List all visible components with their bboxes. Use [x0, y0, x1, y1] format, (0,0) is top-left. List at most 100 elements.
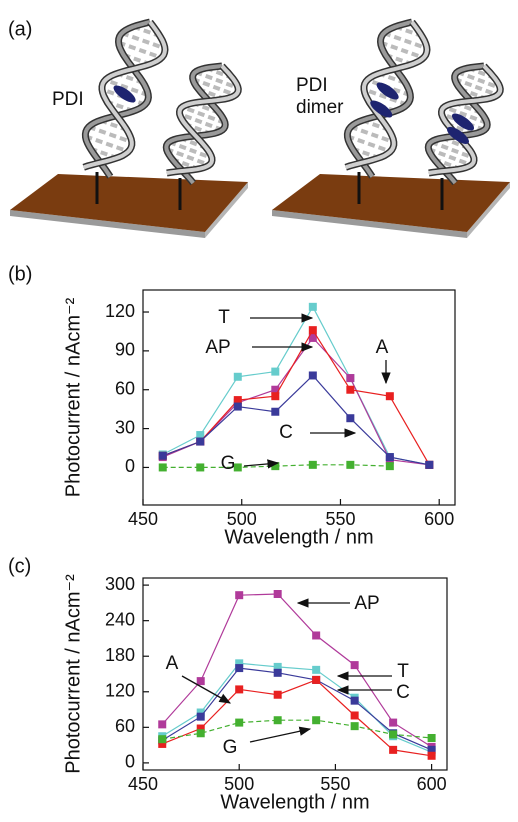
data-point [308, 371, 317, 380]
data-point [158, 463, 167, 472]
plot-frame [142, 577, 448, 771]
data-point [196, 437, 205, 446]
y-tick-label: 0 [125, 456, 135, 476]
data-point [271, 385, 280, 394]
dna-strand [166, 64, 241, 175]
series-line [162, 374, 430, 466]
annotation: T [218, 307, 230, 328]
data-point [273, 668, 282, 677]
pdi-label: PDI [52, 89, 84, 110]
dna-strand [345, 20, 413, 178]
data-point [312, 675, 321, 684]
base-pair [88, 125, 133, 144]
data-point [271, 407, 280, 416]
pdi-dimer-label: dimer [296, 97, 344, 118]
panel-label: (b) [8, 263, 32, 285]
dna-strand [428, 64, 503, 175]
x-axis-title: Wavelength / nm [220, 791, 369, 813]
data-point [235, 718, 244, 727]
y-axis-title: Photocurrent / nAcm⁻² [62, 574, 84, 774]
base-pair [430, 140, 475, 160]
data-point [235, 659, 244, 668]
data-point [233, 402, 242, 411]
data-point [233, 396, 242, 405]
data-point [346, 385, 355, 394]
annotation: G [221, 453, 236, 474]
base-pair [104, 78, 150, 98]
base-pair [346, 134, 392, 154]
y-tick-label: 30 [115, 417, 135, 437]
base-pair [168, 140, 213, 160]
data-point [273, 690, 282, 699]
data-point [308, 460, 317, 469]
data-point [235, 591, 244, 600]
annotation: G [223, 737, 238, 758]
annotation: AP [205, 337, 230, 358]
annotation-arrow [243, 459, 280, 469]
annotation: AP [354, 593, 379, 614]
x-tick-label: 550 [325, 509, 355, 529]
data-point [389, 718, 398, 727]
base-pair [379, 40, 425, 60]
x-tick-label: 500 [227, 509, 257, 529]
base-pair [350, 125, 395, 144]
series-line [162, 719, 432, 740]
data-point [385, 392, 394, 401]
data-point [350, 722, 359, 731]
data-point [427, 745, 436, 754]
y-tick-label: 90 [115, 340, 135, 360]
series-line [161, 593, 432, 748]
y-tick-label: 60 [115, 378, 135, 398]
series-line [162, 305, 430, 466]
data-point [389, 730, 398, 739]
substrate-edge [272, 210, 467, 238]
data-point [271, 367, 280, 376]
base-pair [181, 105, 226, 125]
x-tick-label: 500 [224, 774, 254, 794]
data-point [350, 696, 359, 705]
data-point [346, 414, 355, 423]
substrate-edge [10, 210, 205, 238]
pdi [451, 113, 475, 131]
base-pair [178, 112, 224, 132]
x-tick-label: 600 [424, 509, 454, 529]
series-line [161, 679, 432, 757]
x-tick-label: 600 [417, 774, 447, 794]
data-point [233, 463, 242, 472]
panel-label: (c) [8, 555, 31, 577]
x-tick-label: 450 [128, 509, 158, 529]
data-point [235, 685, 244, 694]
data-point [312, 665, 321, 674]
dna-strand [83, 20, 168, 170]
y-tick-label: 120 [105, 301, 135, 321]
base-pair [192, 77, 237, 97]
dna-strand [345, 20, 430, 170]
annotation: A [166, 653, 179, 674]
substrate-edge [205, 182, 248, 238]
data-point [427, 734, 436, 742]
data-point [425, 460, 434, 469]
pdi-dimer-label: PDI [296, 75, 328, 96]
plot-frame [142, 289, 456, 506]
base-pair [454, 77, 499, 97]
base-pair [443, 105, 488, 125]
annotation-arrow [181, 675, 232, 704]
substrate [272, 174, 510, 232]
y-tick-label: 180 [105, 645, 135, 665]
data-point [273, 716, 282, 725]
pdi [446, 126, 469, 144]
data-point [273, 590, 282, 598]
base-pair [84, 134, 130, 154]
dna-strand [426, 64, 490, 185]
data-point [273, 662, 282, 671]
dna-strand [164, 64, 228, 185]
x-axis-title: Wavelength / nm [224, 526, 373, 548]
x-tick-label: 550 [320, 774, 350, 794]
base-pair [383, 31, 428, 51]
data-point [312, 716, 321, 725]
data-point [196, 677, 205, 686]
data-point [196, 712, 205, 721]
data-point [196, 729, 205, 738]
y-tick-label: 0 [125, 752, 135, 772]
